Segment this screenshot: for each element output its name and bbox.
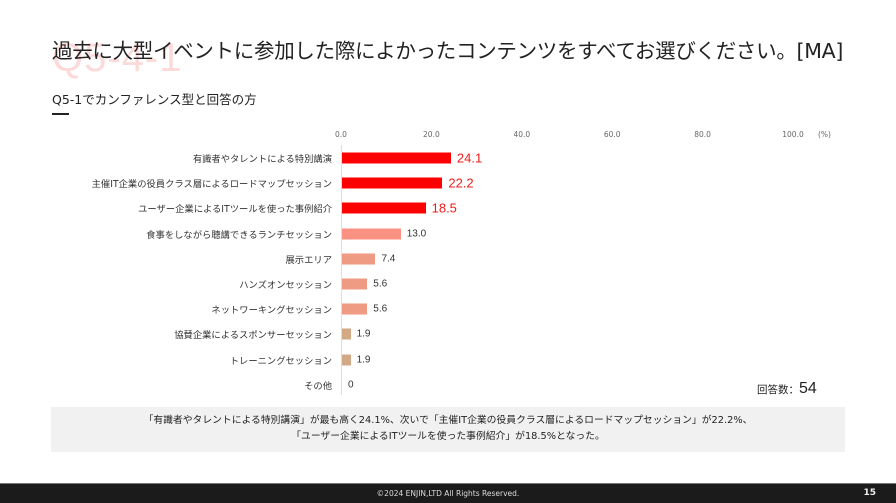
- summary-line-2: 「ユーザー企業によるITツールを使った事例紹介」が18.5%となった。: [291, 431, 605, 442]
- category-label: ハンズオンセッション: [239, 280, 332, 291]
- bar: [342, 303, 368, 315]
- bar: [342, 177, 443, 189]
- category-label: ユーザー企業によるITツールを使った事例紹介: [138, 204, 332, 216]
- category-label: ネットワーキングセッション: [211, 305, 332, 317]
- respondent-count-label: 回答数：: [757, 384, 799, 396]
- page-subtitle: Q5-1でカンファレンス型と回答の方: [52, 92, 257, 107]
- x-tick-label: 20.0: [423, 130, 440, 139]
- value-label: 24.1: [456, 150, 483, 166]
- x-tick-label: 80.0: [694, 130, 711, 139]
- category-label: その他: [304, 380, 332, 392]
- bar: [342, 152, 451, 164]
- bar: [342, 354, 351, 366]
- bar: [342, 253, 376, 265]
- value-label: 5.6: [373, 278, 388, 290]
- page-title: 過去に大型イベントに参加した際によかったコンテンツをすべてお選びください。[MA…: [52, 39, 844, 63]
- value-label: 18.5: [431, 200, 457, 216]
- category-label: 協賛企業によるスポンサーセッション: [174, 330, 332, 342]
- category-label: 展示エリア: [285, 254, 333, 266]
- respondent-count-value: 54: [799, 380, 817, 397]
- category-label: トレーニングセッション: [229, 355, 332, 367]
- respondent-count: 回答数：54: [757, 378, 817, 398]
- value-label: 1.9: [356, 328, 371, 340]
- x-tick-label: 0.0: [335, 130, 347, 139]
- summary-line-1: 「有識者やタレントによる特別講演」が最も高く24.1%、次いで「主催IT企業の役…: [143, 415, 753, 426]
- category-label: 主催IT企業の役員クラス層によるロードマップセッション: [91, 179, 332, 191]
- value-label: 0: [348, 379, 354, 391]
- value-label: 1.9: [356, 354, 371, 366]
- question-number-watermark: Q5-4-1: [52, 36, 183, 80]
- subtitle-underline: [52, 113, 69, 115]
- category-label: 食事をしながら聴講できるランチセッション: [146, 229, 332, 241]
- x-tick-label: 60.0: [603, 130, 621, 139]
- bar: [342, 278, 368, 290]
- value-label: 7.4: [381, 253, 396, 265]
- category-label: 有識者やタレントによる特別講演: [192, 154, 332, 165]
- axis-unit-label: (%): [818, 130, 831, 139]
- bar: [342, 228, 401, 240]
- value-label: 13.0: [406, 228, 427, 240]
- y-axis-line: [341, 145, 342, 395]
- page-number: 15: [863, 488, 876, 498]
- footer: ©2024 ENJIN,LTD All Rights Reserved. 15: [0, 483, 896, 503]
- x-tick-label: 40.0: [513, 130, 531, 139]
- bar: [342, 202, 426, 214]
- copyright: ©2024 ENJIN,LTD All Rights Reserved.: [376, 489, 520, 498]
- bar: [342, 328, 351, 340]
- value-label: 5.6: [373, 303, 388, 315]
- summary-box: 「有識者やタレントによる特別講演」が最も高く24.1%、次いで「主催IT企業の役…: [51, 407, 845, 452]
- value-label: 22.2: [448, 175, 474, 191]
- x-tick-label: 100.0: [782, 130, 804, 139]
